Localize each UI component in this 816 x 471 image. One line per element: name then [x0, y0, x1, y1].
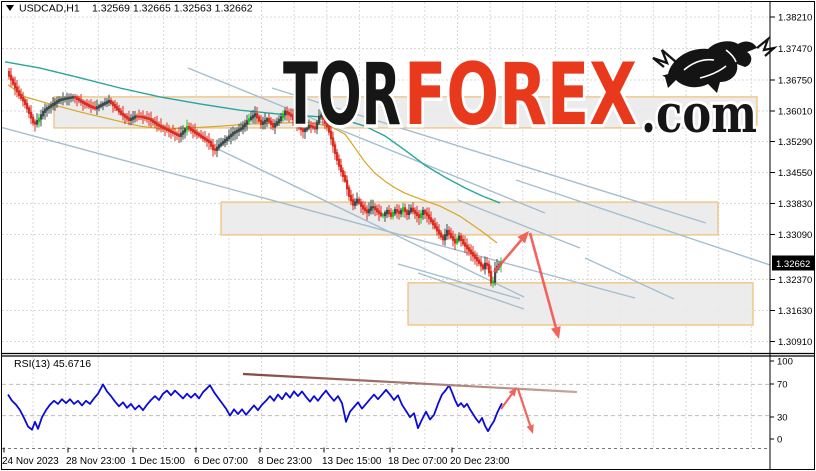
- logo-tor-text: TOR: [283, 45, 401, 145]
- price-axis-label: 1.32370: [778, 275, 812, 286]
- time-axis-label: 18 Dec 07:00: [388, 456, 448, 467]
- current-price-box: [772, 255, 814, 271]
- price-axis-label: 1.38210: [778, 13, 812, 24]
- forecast-arrows: [493, 231, 561, 339]
- time-axis-label: 13 Dec 15:00: [322, 456, 382, 467]
- price-axis-label: 1.30910: [778, 337, 812, 348]
- time-axis-label: 8 Dec 23:00: [258, 456, 312, 467]
- rsi-indicator: [2, 383, 770, 433]
- torforex-logo: TOR FOREX .com: [280, 35, 778, 149]
- time-axis-label: 28 Nov 23:00: [66, 456, 126, 467]
- price-axis-label: 1.36750: [778, 76, 812, 87]
- time-axis-label: 6 Dec 07:00: [194, 456, 248, 467]
- price-axis-label: 1.36010: [778, 107, 812, 118]
- current-price-marker: 1.32662: [772, 255, 814, 271]
- rsi-axis-label: 30: [777, 413, 788, 424]
- chart-ohlc-values: 1.32569 1.32665 1.32563 1.32662: [92, 3, 253, 15]
- rsi-axis-label: 0: [777, 435, 782, 446]
- rsi-axis-label: 100: [777, 357, 793, 368]
- logo-forex-text: FOREX: [404, 45, 637, 145]
- time-axis-label: 1 Dec 15:00: [131, 456, 185, 467]
- price-axis-label: 1.33090: [778, 230, 812, 241]
- chart-title[interactable]: USDCAD,H1 1.32569 1.32665 1.32563 1.3266…: [6, 3, 253, 15]
- logo-dotcom-text: .com: [641, 84, 757, 145]
- rsi-indicator-label: RSI(13) 45.6716: [14, 358, 91, 370]
- price-axis-label: 1.35290: [778, 137, 812, 148]
- chart-symbol-label[interactable]: USDCAD,H1: [19, 3, 80, 15]
- rsi-annotations: [242, 372, 578, 434]
- price-axis-label: 1.31630: [778, 306, 812, 317]
- price-axis-label: 1.33830: [778, 199, 812, 210]
- rsi-axis-label: 70: [777, 380, 788, 391]
- time-axis[interactable]: 24 Nov 2023 28 Nov 23:00 1 Dec 15:00 6 Dec …: [2, 447, 510, 468]
- current-price-value: 1.32662: [776, 259, 810, 270]
- bull-icon: [652, 35, 778, 95]
- price-axis-label: 1.37470: [778, 44, 812, 55]
- time-axis-label: 24 Nov 2023: [2, 456, 59, 467]
- channel-trendlines: [2, 67, 770, 310]
- price-axis[interactable]: 1.38210 1.37470 1.36750 1.36010 1.35290 1.345…: [770, 13, 812, 349]
- rsi-axis[interactable]: 100 70 30 0: [770, 357, 793, 446]
- price-axis-label: 1.34550: [778, 168, 812, 179]
- candlestick-series: [8, 67, 503, 288]
- symbol-dropdown-icon[interactable]: [6, 5, 14, 11]
- time-axis-label: 20 Dec 23:00: [450, 456, 510, 467]
